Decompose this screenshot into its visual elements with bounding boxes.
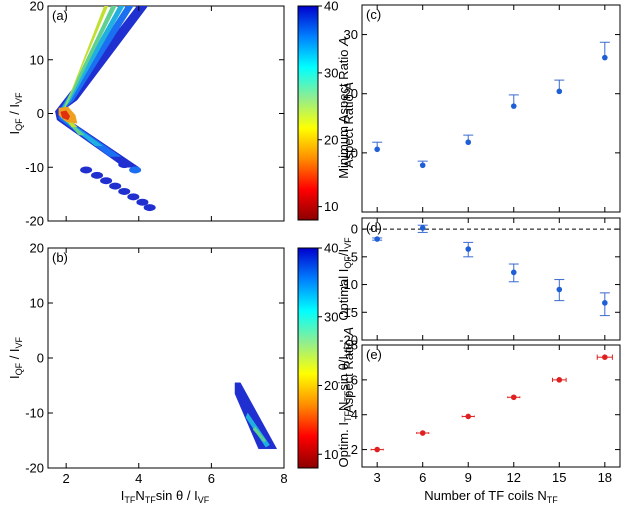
colorbar-tick-label: 10: [324, 199, 338, 214]
panel-a-ytick-label: 20: [30, 0, 44, 14]
colorbar-tick-label: 10: [324, 447, 338, 462]
data-point: [510, 103, 517, 109]
colorbar-b-label: Aspect Ratio A: [341, 327, 356, 413]
panel-e-label: (e): [366, 347, 382, 362]
panel-b-ytick-label: -20: [25, 461, 44, 476]
heatmap-band: [234, 382, 278, 450]
panel-d-ytick-label: -20: [339, 333, 358, 348]
panel-b-data: [234, 382, 278, 450]
data-point: [419, 225, 426, 231]
heatmap-blob: [80, 166, 93, 174]
panel-c-ytick-label: 20: [344, 86, 358, 101]
panel-b-xtick-label: 2: [63, 471, 70, 486]
panel-b-ytick-label: -10: [25, 406, 44, 421]
panel-d-ytick-label: -10: [339, 277, 358, 292]
panel-c-ytick-label: 10: [344, 145, 358, 160]
panel-d-ylabel: Optimal IQF/IVF: [336, 237, 353, 321]
heatmap-blob: [100, 177, 113, 185]
data-point: [419, 162, 426, 169]
data-point: [374, 146, 380, 153]
panel-b-ytick-label: 0: [37, 351, 44, 366]
panel-a-label: (a): [52, 8, 68, 23]
colorbar-b: [297, 247, 319, 469]
data-point: [556, 377, 563, 383]
data-point: [374, 446, 380, 453]
heatmap-band: [60, 110, 71, 121]
heatmap-blob: [143, 204, 156, 212]
panel-e-ylabel: Optim. ITFNTFsin θ/IVF: [336, 344, 353, 468]
panel-e-xtick-label: 3: [374, 470, 381, 485]
data-point: [510, 269, 517, 276]
data-point: [556, 88, 563, 95]
panel-b-label: (b): [52, 250, 68, 265]
panel-a-ytick-label: 10: [30, 52, 44, 67]
panel-a-data: [55, 6, 156, 212]
data-point: [510, 394, 517, 401]
panel-e-xtick-label: 12: [507, 470, 521, 485]
panel-a-ytick-label: -10: [25, 160, 44, 175]
panel-b-xtick-label: 6: [208, 471, 215, 486]
colorbar-tick-label: 20: [324, 378, 338, 393]
panel-e-xtick-label: 18: [598, 470, 612, 485]
panel-d-label: (d): [366, 220, 382, 235]
data-point: [602, 300, 608, 306]
heatmap-blob: [91, 171, 104, 179]
panel-e-ytick-label: 4: [351, 407, 358, 422]
panel-c-ylabel: Minimum Aspect Ratio A: [336, 37, 351, 179]
colorbar-tick-label: 20: [324, 132, 338, 147]
panel-e-ytick-label: 8: [351, 338, 358, 353]
panel-c-frame: [361, 4, 621, 213]
panel-e-xtick-label: 15: [552, 470, 566, 485]
panel-e-ytick-label: 2: [351, 442, 358, 457]
colorbar-tick-label: 40: [324, 241, 338, 256]
data-point: [556, 286, 563, 293]
panel-b-ytick-label: 10: [30, 296, 44, 311]
heatmap-blob: [118, 161, 131, 169]
heatmap-blob: [109, 182, 122, 190]
data-point: [374, 236, 380, 242]
heatmap-band: [252, 426, 267, 443]
panel-d-ytick-label: 0: [351, 222, 358, 237]
colorbar-tick-label: 40: [324, 0, 338, 14]
panel-c-ytick-label: 30: [344, 27, 358, 42]
panel-d-frame: [361, 217, 621, 341]
panel-a-ytick-label: -20: [25, 214, 44, 229]
heatmap-blob: [118, 187, 131, 195]
data-point: [602, 54, 608, 61]
colorbar-a-label: Aspect Ratio A: [341, 82, 356, 168]
panel-d-ytick-label: -15: [339, 305, 358, 320]
panel-d-ytick-label: -5: [346, 249, 358, 264]
heatmap-blob: [136, 198, 149, 206]
data-point: [602, 354, 608, 361]
panel-e-xtick-label: 6: [419, 470, 426, 485]
colorbar-tick-label: 30: [324, 309, 338, 324]
colorbar-tick-label: 30: [324, 65, 338, 80]
panel-b-xlabel: ITFNTFsin θ / IVF: [121, 488, 210, 505]
panel-c-label: (c): [366, 7, 381, 22]
panel-b-xtick-label: 4: [135, 471, 142, 486]
panel-a-frame: [47, 5, 285, 222]
heatmap-blob: [127, 193, 140, 201]
heatmap-blob: [129, 166, 142, 174]
data-point: [465, 139, 472, 146]
panel-b-ytick-label: 20: [30, 241, 44, 256]
panel-a-ylabel: IQF / IVF: [7, 92, 24, 135]
panel-b-ylabel: IQF / IVF: [7, 336, 24, 379]
panel-a-ytick-label: 0: [37, 106, 44, 121]
panel-e-ytick-label: 6: [351, 372, 358, 387]
data-point: [465, 413, 472, 420]
heatmap-band: [55, 6, 149, 168]
panel-e-xtick-label: 9: [465, 470, 472, 485]
data-point: [465, 246, 472, 252]
panel-e-xlabel: Number of TF coils NTF: [424, 488, 558, 505]
panel-b-frame: [47, 247, 285, 469]
panel-b-xtick-label: 8: [280, 471, 287, 486]
panel-e-frame: [361, 344, 621, 468]
data-point: [419, 430, 426, 436]
colorbar-a: [297, 5, 319, 221]
